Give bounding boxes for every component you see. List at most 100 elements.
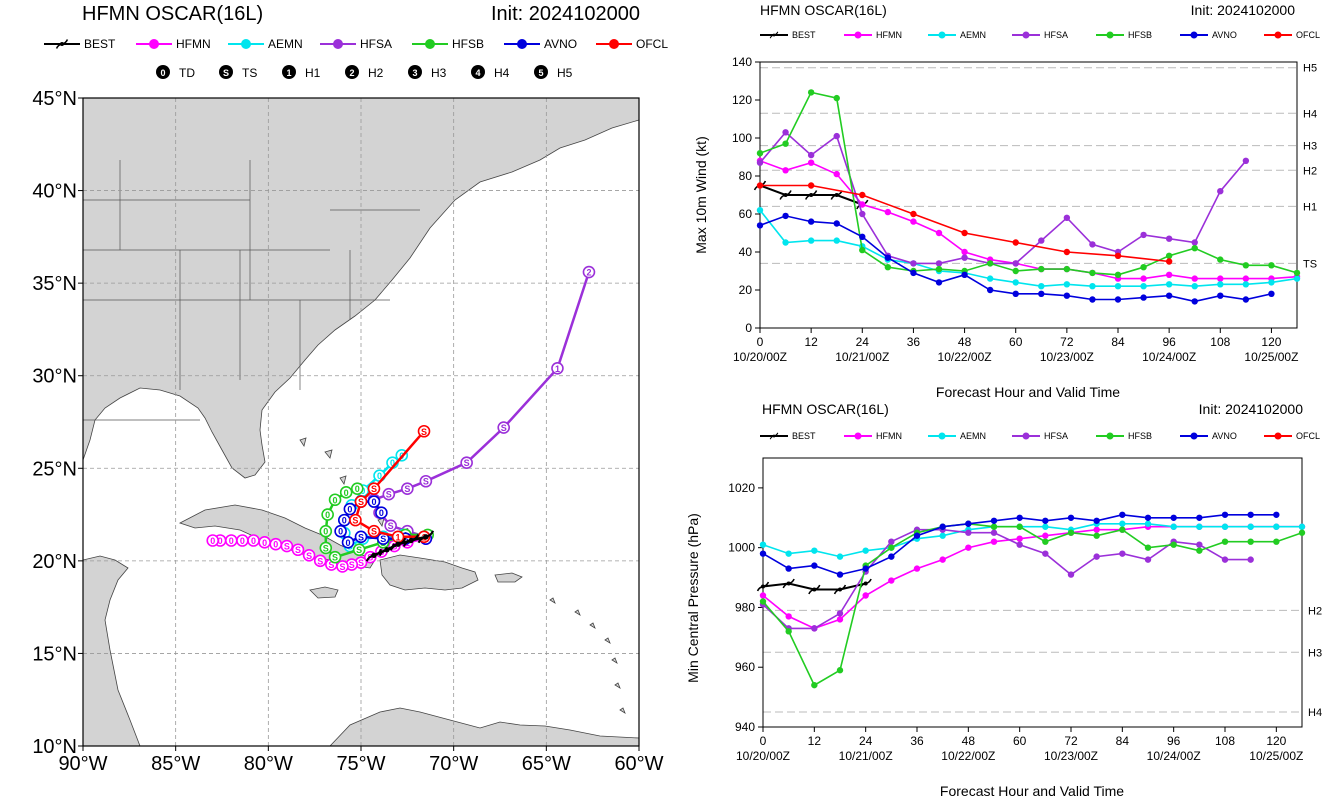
series-point-hfsa: [1093, 553, 1100, 560]
wind-init-label: Init: 2024102000: [1191, 2, 1296, 18]
hurricane-arm: [61, 39, 69, 45]
y-tick-label: 20: [739, 283, 753, 297]
series-point-hfsb: [1242, 262, 1250, 269]
legend-label-hfsb: HFSB: [1128, 431, 1152, 441]
intensity-label-h5: H5: [557, 66, 573, 80]
legend-label-hfsb: HFSB: [452, 37, 484, 51]
series-point-aemn: [785, 550, 792, 557]
track-point-avno: [354, 530, 368, 544]
series-line-hfsa: [762, 528, 1251, 630]
series-point-aemn: [1298, 523, 1306, 530]
y-tick-label: 100: [732, 131, 752, 145]
hurricane-arm: [402, 539, 412, 547]
series-point-ofcl: [910, 210, 917, 218]
series-line-aemn: [759, 209, 1298, 288]
track-point-hfsb: [352, 543, 366, 557]
pres-title: HFMN OSCAR(16L): [762, 401, 889, 417]
series-point-aemn: [756, 207, 764, 214]
series-point-hfmn: [1165, 271, 1173, 278]
x-tick-label: 108: [1210, 335, 1230, 349]
track-point-hfmn: [291, 543, 305, 557]
series-point-avno: [961, 271, 968, 278]
series-point-avno: [1067, 514, 1075, 521]
series-point-aemn: [862, 547, 869, 554]
series-point-hfsb: [1170, 541, 1177, 548]
series-point-aemn: [1140, 283, 1147, 290]
forecast-tracks: 11SSSSSSSS1211SSSSSSSSSSS00000001SSSS000…: [206, 265, 596, 573]
series-point-aemn: [1170, 523, 1177, 530]
series-point-hfmn: [888, 577, 895, 584]
series-point-hfsa: [1038, 237, 1045, 244]
x-tick-label: 36: [910, 734, 924, 748]
track-point-ofcl: [354, 495, 368, 508]
track-point-hfsb: [350, 482, 364, 495]
x-date-label: 10/25/00Z: [1249, 749, 1303, 763]
series-point-hfsa: [1217, 188, 1224, 195]
series-point-avno: [965, 520, 972, 527]
track-point-label: S: [371, 484, 377, 494]
track-point-label: 2: [586, 268, 591, 278]
track-point-label: S: [306, 551, 312, 561]
series-point-avno: [1242, 296, 1250, 303]
series-point-hfmn: [807, 159, 815, 166]
series-point-avno: [1273, 511, 1280, 518]
series-point-avno: [1221, 511, 1229, 518]
series-point-hfsa: [1247, 556, 1254, 563]
track-point-label: S: [386, 490, 392, 500]
x-date-label: 10/22/00Z: [941, 749, 995, 763]
hurricane-arm: [417, 535, 427, 544]
hurricane-arm: [782, 582, 789, 589]
intensity-glyph-h1: 1: [286, 68, 291, 78]
hurricane-arm: [773, 31, 779, 36]
track-point-label: S: [404, 484, 410, 494]
intensity-label-h3: H3: [431, 66, 447, 80]
series-point-ofcl: [756, 182, 764, 189]
track-point-label: 0: [346, 538, 351, 548]
series-point-aemn: [1063, 281, 1071, 288]
series-point-avno: [1089, 296, 1096, 303]
hurricane-symbol-icon: [805, 190, 818, 200]
track-point-label: S: [284, 542, 290, 552]
series-point-avno: [990, 517, 998, 524]
pres-xlabel: Forecast Hour and Valid Time: [940, 783, 1124, 799]
series-point-avno: [833, 220, 840, 227]
series-line-hfsb: [762, 522, 1303, 687]
track-point-label: 0: [262, 538, 267, 548]
legend-marker-hfsa: [1022, 432, 1030, 440]
category-label-ts: TS: [1303, 258, 1317, 270]
wind-title: HFMN OSCAR(16L): [760, 2, 887, 18]
intensity-marker-h4: [471, 65, 485, 79]
x-tick-label: 36: [907, 335, 921, 349]
hurricane-symbol-icon: [402, 534, 420, 547]
series-point-avno: [1114, 296, 1122, 303]
track-point-hfsb: [319, 541, 333, 555]
legend-label-avno: AVNO: [1212, 431, 1237, 441]
series-point-hfsa: [1012, 260, 1019, 267]
series-point-avno: [1217, 292, 1224, 299]
hurricane-arm: [410, 534, 420, 542]
series-point-avno: [1196, 514, 1203, 521]
track-point-label: 0: [323, 527, 328, 537]
series-point-aemn: [1089, 283, 1096, 290]
series-point-avno: [836, 571, 844, 578]
track-point-avno: [343, 502, 357, 516]
intensity-glyph-h4: 4: [475, 68, 480, 78]
track-point-hfsb: [328, 550, 342, 564]
x-date-label: 10/24/00Z: [1142, 350, 1196, 364]
track-point-label: 0: [338, 527, 343, 537]
x-tick-label: 72: [1064, 734, 1078, 748]
track-point-hfsb: [339, 486, 353, 499]
track-point-label: S: [380, 534, 386, 544]
intensity-marker-h5: [534, 65, 548, 79]
legend-label-hfsa: HFSA: [1044, 431, 1068, 441]
map-lat-label: 40°N: [32, 181, 77, 203]
series-point-hfsa: [1063, 214, 1071, 221]
series-point-avno: [913, 532, 921, 539]
series-point-hfsb: [1298, 529, 1306, 536]
series-point-hfsa: [888, 538, 895, 545]
track-point-ofcl: [417, 424, 431, 438]
series-point-hfsa: [990, 529, 998, 536]
series-point-hfsb: [1273, 538, 1280, 545]
x-date-label: 10/23/00Z: [1044, 749, 1098, 763]
track-point-ofcl: [367, 524, 381, 538]
